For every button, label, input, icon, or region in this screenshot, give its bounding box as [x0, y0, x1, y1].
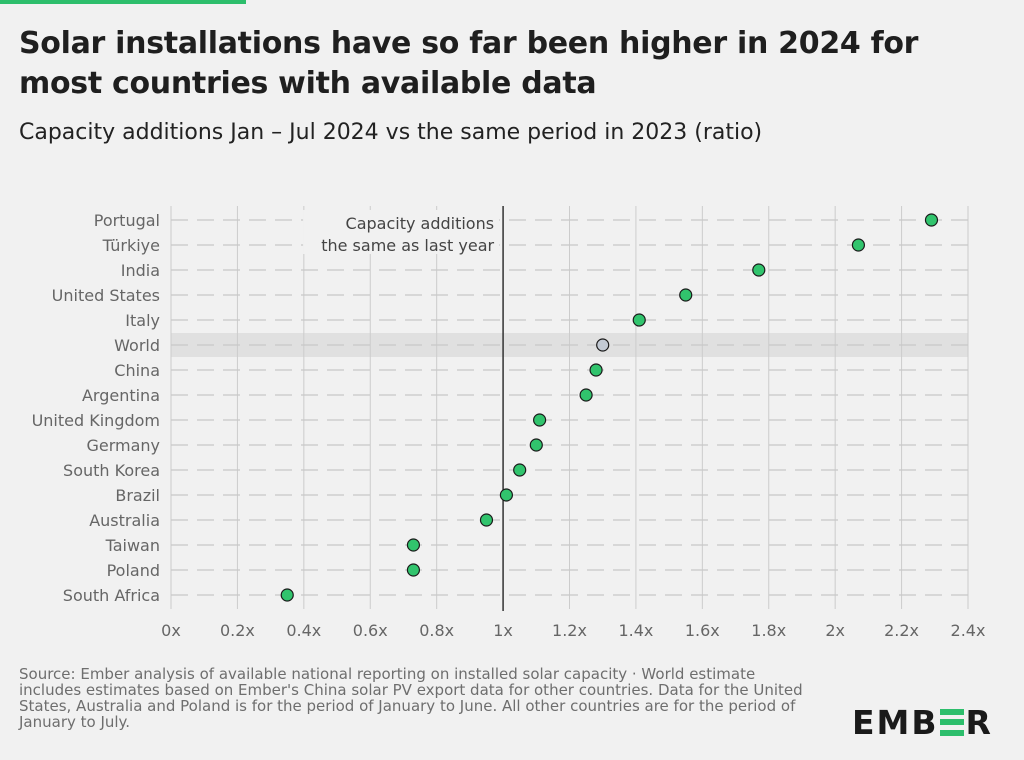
- category-label: Argentina: [82, 386, 160, 405]
- category-label: Italy: [125, 311, 160, 330]
- x-axis-ticks: 0x 0.2x 0.4x 0.6x 0.8x 1x 1.2x 1.4x 1.6x 1.8x 2x 2.…: [161, 621, 985, 640]
- category-labels: Portugal Türkiye India United States Italy Wo…: [32, 211, 160, 605]
- x-tick-label: 0.2x: [220, 621, 255, 640]
- x-tick-label: 0.8x: [419, 621, 454, 640]
- source-note: Source: Ember analysis of available nati…: [19, 665, 803, 731]
- ember-e-bars-icon: [939, 708, 964, 736]
- data-point: [679, 288, 693, 302]
- category-label: Germany: [86, 436, 160, 455]
- category-label: China: [114, 361, 160, 380]
- data-point: [851, 238, 866, 252]
- reference-layer: Capacity additions the same as last year: [303, 206, 504, 611]
- top-accent-bar: [0, 0, 246, 4]
- chart-subtitle: Capacity additions Jan – Jul 2024 vs the…: [19, 120, 763, 145]
- category-label: Poland: [107, 561, 160, 580]
- category-label: World: [114, 336, 160, 355]
- x-tick-label: 1.8x: [751, 621, 786, 640]
- x-tick-label: 0x: [161, 621, 181, 640]
- category-label: India: [121, 261, 160, 280]
- logo-bar-middle: [939, 719, 964, 725]
- data-point: [632, 313, 646, 327]
- x-tick-label: 2.4x: [951, 621, 986, 640]
- annotation-background: [303, 210, 500, 254]
- data-point: [280, 588, 294, 602]
- data-point: [579, 388, 593, 402]
- data-point: [529, 438, 543, 452]
- ember-logo: EMB R: [852, 702, 993, 742]
- category-label: Brazil: [115, 486, 160, 505]
- x-tick-label: 2.2x: [884, 621, 919, 640]
- data-point: [924, 213, 939, 227]
- data-point: [513, 463, 527, 477]
- x-tick-label: 1.6x: [685, 621, 720, 640]
- data-point: [752, 263, 766, 277]
- data-points: [280, 213, 939, 602]
- x-tick-label: 1.4x: [618, 621, 653, 640]
- x-tick-label: 0.6x: [353, 621, 388, 640]
- category-label: Portugal: [94, 211, 160, 230]
- reference-annotation-line: Capacity additions: [346, 214, 495, 233]
- category-label: United States: [52, 286, 160, 305]
- data-point: [499, 488, 514, 502]
- x-tick-label: 2x: [825, 621, 845, 640]
- category-label: Türkiye: [102, 236, 160, 255]
- reference-annotation-line: the same as last year: [321, 236, 494, 255]
- logo-bar-bottom: [939, 729, 964, 736]
- logo-text-end: R: [965, 702, 993, 742]
- data-point: [406, 538, 421, 552]
- category-label: South Korea: [63, 461, 160, 480]
- category-label: South Africa: [63, 586, 160, 605]
- x-tick-label: 1x: [493, 621, 513, 640]
- chart-title: Solar installations have so far been hig…: [19, 26, 919, 101]
- category-label: Australia: [89, 511, 160, 530]
- grid-layer: [170, 206, 969, 609]
- x-tick-label: 1.2x: [552, 621, 587, 640]
- data-point: [533, 413, 547, 427]
- data-point: [479, 513, 494, 527]
- category-label: Taiwan: [105, 536, 160, 555]
- logo-bar-top: [939, 708, 964, 715]
- data-point: [589, 363, 603, 377]
- x-tick-label: 0.4x: [286, 621, 321, 640]
- world-data-point: [596, 338, 610, 352]
- category-label: United Kingdom: [32, 411, 160, 430]
- data-point: [406, 563, 421, 577]
- logo-text-start: EMB: [852, 702, 939, 742]
